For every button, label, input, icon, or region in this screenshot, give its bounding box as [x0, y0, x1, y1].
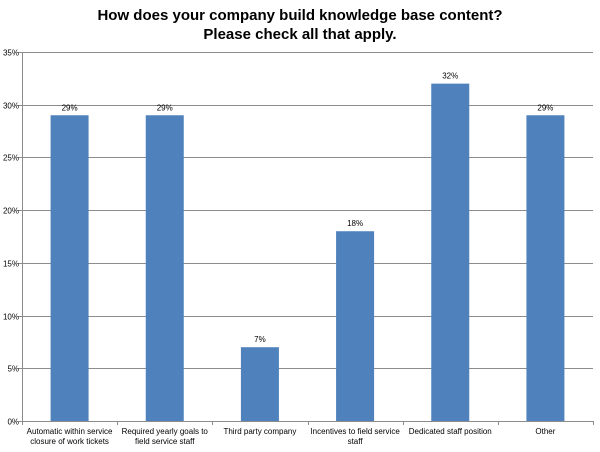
data-label: 29%: [537, 103, 553, 112]
x-tick-label: Other: [535, 427, 555, 436]
x-tick-label: staff: [348, 437, 364, 446]
chart-title-line-1: How does your company build knowledge ba…: [97, 7, 503, 24]
y-tick-label: 20%: [3, 207, 19, 216]
y-tick-label: 30%: [3, 102, 19, 111]
bar: [526, 115, 565, 421]
axes: [18, 52, 593, 425]
bar: [431, 83, 470, 421]
data-label: 29%: [62, 103, 78, 112]
y-axis-tick-labels: 0% 5% 10% 15% 20% 25% 30% 35%: [3, 49, 19, 427]
data-labels: 29% 29% 7% 18% 32% 29%: [62, 72, 554, 345]
x-tick-label: field service staff: [135, 437, 195, 446]
chart-title-line-2: Please check all that apply.: [203, 26, 397, 43]
bar: [145, 115, 184, 421]
data-label: 29%: [157, 103, 173, 112]
y-tick-label: 5%: [7, 365, 19, 374]
x-tick-label: closure of work tickets: [30, 437, 109, 446]
chart-title: How does your company build knowledge ba…: [0, 6, 600, 44]
y-tick-label: 35%: [3, 49, 19, 58]
data-label: 18%: [347, 219, 363, 228]
x-tick-label: Dedicated staff position: [409, 427, 492, 436]
bar: [336, 231, 375, 421]
x-tick-label: Required yearly goals to: [122, 427, 209, 436]
x-tick-label: Automatic within service: [27, 427, 113, 436]
x-tick-label: Third party company: [223, 427, 296, 436]
data-label: 32%: [442, 72, 458, 81]
y-tick-label: 0%: [7, 418, 19, 427]
x-tick-label: Incentives to field service: [310, 427, 400, 436]
data-label: 7%: [254, 335, 266, 344]
bar: [50, 115, 89, 421]
y-tick-label: 10%: [3, 313, 19, 322]
bars: [50, 83, 565, 421]
gridlines: [18, 52, 594, 425]
bar: [240, 347, 279, 421]
y-tick-label: 25%: [3, 154, 19, 163]
y-tick-label: 15%: [3, 260, 19, 269]
